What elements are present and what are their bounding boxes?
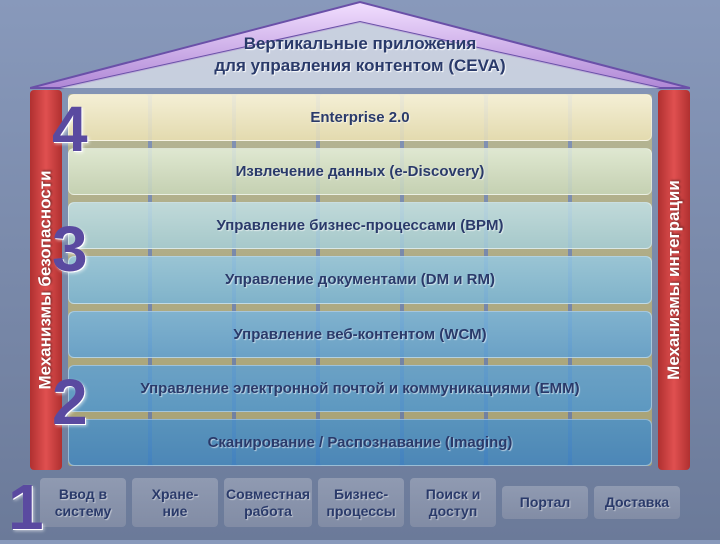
level-number-3: 3 [52,212,88,286]
layer-ediscovery: Извлечение данных (e-Discovery) [68,148,652,195]
bottom-row: Ввод всистему Хране-ние Совместнаяработа… [40,475,680,530]
level-number-2: 2 [52,365,88,439]
roof-line2: для управления контентом (CEVA) [214,56,505,75]
layer-bpm: Управление бизнес-процессами (BPM) [68,202,652,249]
roof-line1: Вертикальные приложения [244,34,477,53]
right-pillar-label: Механизмы интеграции [664,180,684,380]
bottom-item-delivery: Доставка [594,486,680,519]
bottom-item-portal: Портал [502,486,588,519]
layers-stack: Enterprise 2.0 Извлечение данных (e-Disc… [62,90,658,470]
layer-imaging: Сканирование / Распознавание (Imaging) [68,419,652,466]
roof-header: Вертикальные приложения для управления к… [30,0,690,90]
bottom-item-collab: Совместнаяработа [224,478,312,528]
roof-title: Вертикальные приложения для управления к… [214,33,505,77]
layer-emm: Управление электронной почтой и коммуник… [68,365,652,412]
level-number-1: 1 [8,470,44,544]
level-number-4: 4 [52,92,88,166]
layer-dm-rm: Управление документами (DM и RM) [68,256,652,303]
bottom-item-search: Поиск идоступ [410,478,496,528]
layer-enterprise: Enterprise 2.0 [68,94,652,141]
layer-wcm: Управление веб-контентом (WСМ) [68,311,652,358]
main-body: Механизмы безопасности Enterprise 2.0 Из… [30,90,690,470]
bottom-item-input: Ввод всистему [40,478,126,528]
right-pillar: Механизмы интеграции [658,90,690,470]
bottom-item-storage: Хране-ние [132,478,218,528]
bottom-item-processes: Бизнес-процессы [318,478,404,528]
